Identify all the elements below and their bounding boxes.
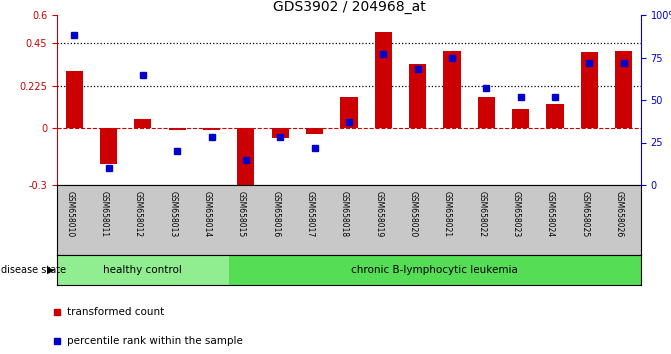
Bar (546, 104, 564, 129)
Text: transformed count: transformed count (67, 307, 164, 316)
Text: GSM658020: GSM658020 (409, 190, 417, 237)
Text: healthy control: healthy control (103, 265, 183, 275)
Text: GSM658023: GSM658023 (511, 190, 521, 237)
Bar (580, 52, 598, 129)
Bar (66, 71, 83, 129)
Bar (374, 32, 392, 129)
Text: GSM658026: GSM658026 (615, 190, 623, 237)
Bar (340, 97, 358, 129)
Text: GSM658025: GSM658025 (580, 190, 589, 237)
Bar (272, 129, 289, 138)
Bar (409, 64, 426, 129)
Text: GSM658019: GSM658019 (374, 190, 383, 237)
Text: GSM658016: GSM658016 (271, 190, 280, 237)
Text: chronic B-lymphocytic leukemia: chronic B-lymphocytic leukemia (352, 265, 518, 275)
Text: GSM658013: GSM658013 (168, 190, 177, 237)
Bar (512, 108, 529, 129)
Text: GSM658021: GSM658021 (443, 190, 452, 237)
Text: percentile rank within the sample: percentile rank within the sample (67, 336, 243, 346)
Bar (203, 129, 220, 130)
Text: ▶: ▶ (47, 265, 55, 275)
Text: GSM658024: GSM658024 (546, 190, 555, 237)
Text: GSM658012: GSM658012 (134, 190, 143, 237)
Text: GSM658011: GSM658011 (99, 190, 109, 237)
Bar (306, 129, 323, 134)
Bar (444, 51, 460, 129)
Text: GSM658010: GSM658010 (65, 190, 74, 237)
Bar (478, 97, 495, 129)
Bar (168, 129, 186, 130)
Bar (238, 129, 254, 189)
Text: GSM658022: GSM658022 (477, 190, 486, 237)
Text: GSM658017: GSM658017 (305, 190, 315, 237)
Text: GSM658014: GSM658014 (203, 190, 211, 237)
Title: GDS3902 / 204968_at: GDS3902 / 204968_at (272, 0, 425, 14)
Text: GSM658018: GSM658018 (340, 190, 349, 237)
Bar (134, 119, 152, 129)
Bar (100, 129, 117, 164)
Text: GSM658015: GSM658015 (237, 190, 246, 237)
Bar (615, 51, 632, 129)
Bar (57, 255, 229, 285)
Bar (229, 255, 641, 285)
Text: disease state: disease state (1, 265, 66, 275)
